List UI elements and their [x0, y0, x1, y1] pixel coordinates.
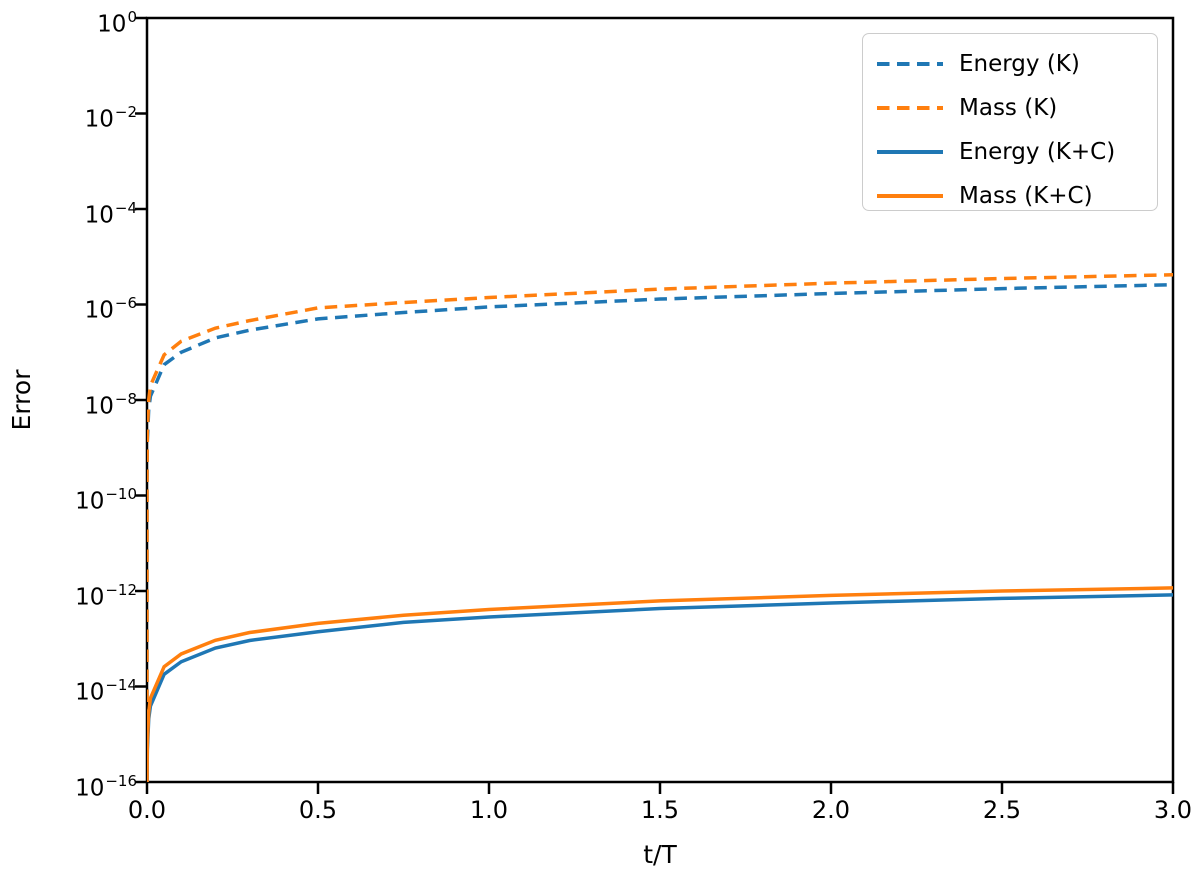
y-tick-label: 10−12: [75, 581, 137, 611]
legend-swatch-solid-line-icon: [877, 194, 943, 198]
series-line-energy-k: [147, 282, 1173, 782]
legend-label: Mass (K+C): [959, 183, 1093, 209]
legend-swatch-dashed-line-icon: [877, 106, 943, 110]
legend-swatch-solid-line-icon: [877, 150, 943, 154]
x-tick-marks: [145, 782, 1175, 794]
legend-swatch-dashed-line-icon: [877, 62, 943, 66]
series-line-energy-kc: [147, 593, 1173, 782]
legend-item-energy-k: Energy (K): [877, 42, 1157, 86]
curves-layer: [147, 272, 1173, 782]
legend-label: Energy (K): [959, 51, 1080, 77]
y-tick-marks: [135, 16, 147, 784]
y-tick-label: 100: [97, 8, 137, 38]
x-tick-label: 2.0: [811, 796, 851, 824]
legend-item-energy-kc: Energy (K+C): [877, 130, 1157, 174]
legend: Energy (K) Mass (K) Energy (K+C) Mass (K…: [862, 33, 1158, 211]
x-axis-label: t/T: [643, 840, 677, 869]
x-tick-label: 2.5: [982, 796, 1022, 824]
x-tick-label: 3.0: [1153, 796, 1193, 824]
legend-item-mass-kc: Mass (K+C): [877, 174, 1157, 218]
y-tick-label: 10−2: [84, 103, 137, 133]
y-tick-label: 10−14: [75, 676, 137, 706]
series-line-mass-kc: [147, 586, 1173, 782]
y-axis-label: Error: [7, 369, 36, 431]
x-tick-label: 0.0: [127, 796, 167, 824]
y-tick-label: 10−4: [84, 199, 137, 229]
series-line-mass-k: [147, 272, 1173, 782]
legend-label: Energy (K+C): [959, 139, 1116, 165]
y-tick-label: 10−10: [75, 485, 137, 515]
x-tick-label: 1.0: [469, 796, 509, 824]
y-tick-label: 10−8: [84, 390, 137, 420]
legend-item-mass-k: Mass (K): [877, 86, 1157, 130]
x-tick-label: 0.5: [298, 796, 338, 824]
legend-label: Mass (K): [959, 95, 1058, 121]
y-tick-label: 10−6: [84, 294, 137, 324]
x-tick-label: 1.5: [640, 796, 680, 824]
y-tick-label: 10−16: [75, 772, 137, 802]
